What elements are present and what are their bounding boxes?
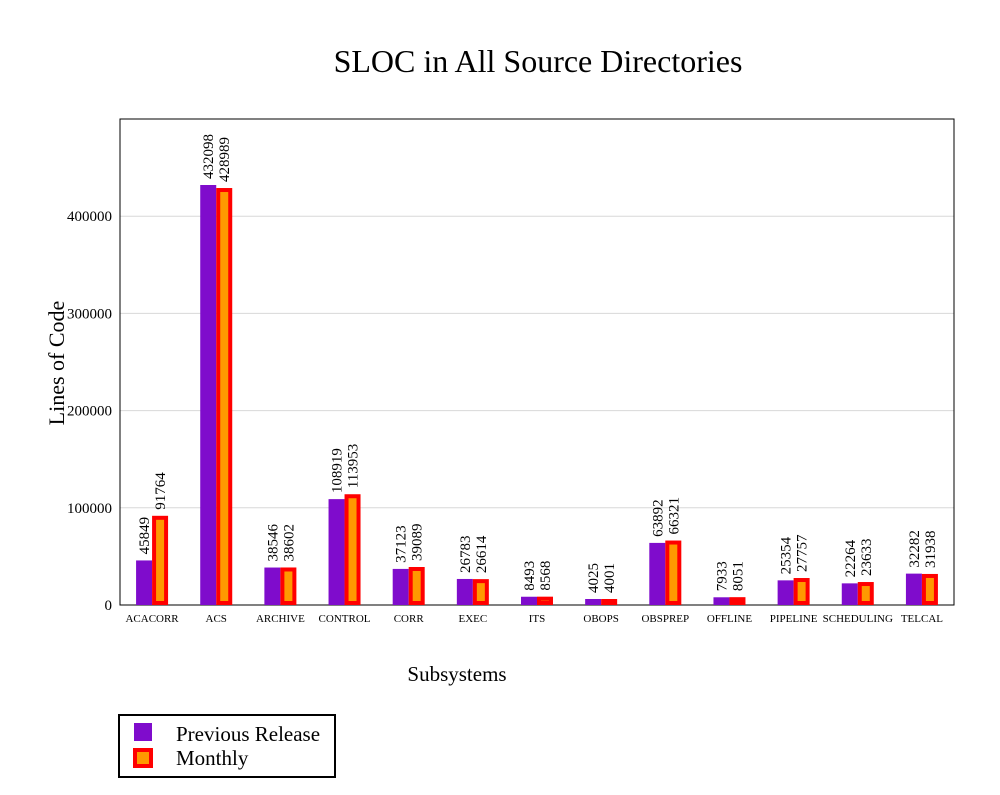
data-label: 8568	[538, 561, 554, 591]
x-tick-label: ACS	[206, 613, 227, 625]
x-tick-label: CORR	[394, 613, 425, 625]
legend-label-previous-release: Previous Release	[176, 722, 320, 746]
data-label: 38546	[265, 524, 281, 562]
data-label: 23633	[859, 539, 875, 577]
bar-monthly	[537, 596, 553, 605]
bar-monthly	[344, 494, 361, 605]
data-label: 8493	[522, 561, 538, 591]
bar-monthly	[793, 578, 810, 606]
data-label: 8051	[730, 561, 746, 591]
bar-monthly	[408, 567, 425, 605]
data-label: 38602	[281, 524, 297, 562]
y-tick-label: 200000	[67, 404, 112, 420]
legend: Previous Release Monthly	[118, 714, 336, 778]
x-tick-label: OBOPS	[583, 613, 618, 625]
data-label: 26783	[458, 535, 474, 573]
data-label: 31938	[923, 530, 939, 568]
bar-previous-release	[841, 583, 858, 605]
data-label: 27757	[795, 534, 811, 572]
chart-title: SLOC in All Source Directories	[334, 43, 743, 79]
bar-monthly	[857, 582, 874, 606]
data-label: 66321	[666, 497, 682, 535]
data-label: 113953	[346, 444, 362, 488]
data-label: 22264	[843, 539, 859, 577]
data-label: 26614	[474, 535, 490, 573]
x-tick-label: ITS	[529, 613, 546, 625]
x-tick-label: ACACORR	[125, 613, 179, 625]
bar-previous-release	[905, 573, 922, 605]
data-label: 91764	[153, 472, 169, 510]
bar-previous-release	[328, 499, 345, 605]
bar-previous-release	[136, 560, 153, 605]
bar-previous-release	[456, 578, 473, 605]
data-label: 428989	[217, 137, 233, 182]
bar-previous-release	[521, 596, 537, 605]
bar-monthly	[152, 515, 169, 606]
data-label: 4025	[586, 563, 602, 593]
plot-area	[119, 118, 955, 606]
y-tick-label: 100000	[67, 501, 112, 517]
data-label: 25354	[779, 536, 795, 574]
y-tick-label: 300000	[67, 306, 112, 322]
bar-previous-release	[713, 597, 730, 605]
x-tick-label: SCHEDULING	[823, 613, 893, 625]
data-label: 108919	[330, 448, 346, 493]
bar-previous-release	[392, 568, 409, 605]
y-tick-label: 400000	[67, 209, 112, 225]
y-tick-label: 0	[105, 598, 113, 614]
data-label: 7933	[714, 561, 730, 591]
bar-monthly	[729, 597, 746, 606]
bar-previous-release	[200, 185, 217, 606]
legend-swatch-previous-release	[134, 723, 152, 741]
x-tick-label: EXEC	[458, 613, 487, 625]
bar-monthly	[601, 599, 618, 605]
x-tick-label: ARCHIVE	[256, 613, 305, 625]
bar-monthly	[216, 188, 233, 605]
x-tick-label: OBSPREP	[641, 613, 689, 625]
x-tick-label: PIPELINE	[770, 613, 818, 625]
x-tick-label: TELCAL	[901, 613, 943, 625]
bar-monthly	[921, 573, 938, 605]
bar-previous-release	[777, 580, 794, 605]
bar-previous-release	[264, 567, 281, 605]
data-label: 37123	[394, 525, 410, 563]
y-axis-label: Lines of Code	[44, 301, 69, 426]
x-tick-label: OFFLINE	[707, 613, 753, 625]
x-axis-label: Subsystems	[407, 662, 506, 686]
data-label: 39089	[410, 524, 426, 562]
bar-monthly	[280, 567, 297, 606]
data-label: 432098	[201, 134, 217, 179]
bar-monthly	[472, 579, 489, 605]
data-label: 63892	[650, 499, 666, 537]
data-label: 4001	[602, 563, 618, 593]
legend-label-monthly: Monthly	[176, 746, 249, 770]
bar-monthly	[665, 540, 682, 606]
data-label: 32282	[907, 530, 923, 568]
bar-previous-release	[585, 599, 602, 605]
data-label: 45849	[137, 517, 153, 555]
bar-previous-release	[649, 542, 666, 605]
legend-swatch-monthly	[133, 748, 153, 768]
x-tick-label: CONTROL	[319, 613, 371, 625]
